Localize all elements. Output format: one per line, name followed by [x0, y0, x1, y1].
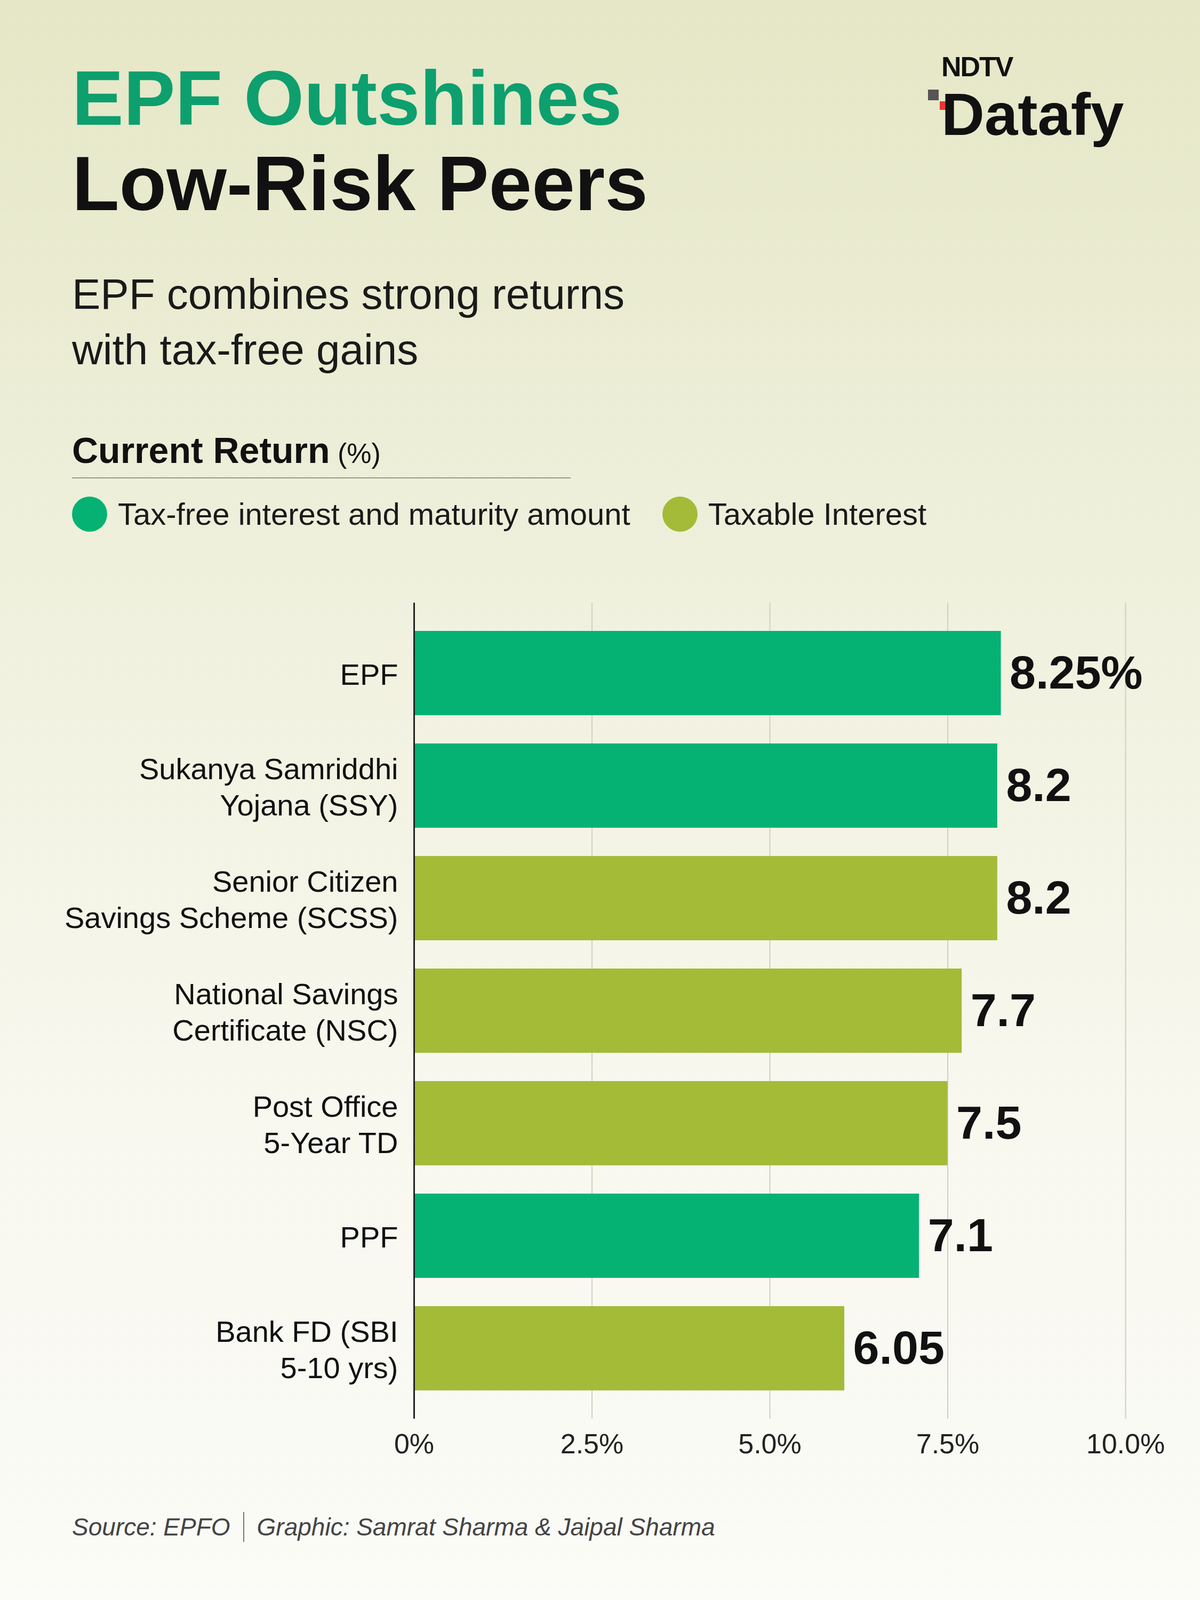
svg-text:Senior CitizenSavings Scheme (: Senior CitizenSavings Scheme (SCSS) — [64, 864, 399, 934]
svg-text:PPF: PPF — [340, 1220, 399, 1254]
html-text:NDTV: NDTV — [941, 51, 1013, 83]
html-text:Source: EPFO: Source: EPFO — [72, 1513, 231, 1541]
svg-text:7.1: 7.1 — [928, 1208, 994, 1262]
svg-text:National SavingsCertificate (N: National SavingsCertificate (NSC) — [172, 977, 398, 1047]
html-text:EPF Outshines: EPF Outshines — [72, 54, 623, 142]
html-text:EPF combines strong returns wi: EPF combines strong returns with tax-fre… — [72, 270, 625, 374]
svg-text:8.2: 8.2 — [1005, 870, 1071, 924]
html-text:Taxable Interest: Taxable Interest — [708, 496, 927, 532]
html-text:Tax-free interest and maturity: Tax-free interest and maturity amount — [117, 496, 631, 532]
svg-text:Sukanya SamriddhiYojana (SSY): Sukanya SamriddhiYojana (SSY) — [139, 752, 399, 822]
svg-text:7.5%: 7.5% — [916, 1428, 980, 1460]
svg-text:Post Office5-Year TD: Post Office5-Year TD — [252, 1089, 399, 1159]
html-text:Low-Risk Peers: Low-Risk Peers — [72, 140, 648, 227]
svg-text:6.05: 6.05 — [853, 1321, 945, 1374]
svg-text:8.25%: 8.25% — [1009, 645, 1143, 699]
html-text:Datafy: Datafy — [941, 81, 1124, 148]
html-text:Current Return(%): Current Return(%) — [72, 429, 381, 471]
svg-text:EPF: EPF — [340, 657, 399, 692]
svg-text:0%: 0% — [394, 1428, 435, 1460]
svg-text:10.0%: 10.0% — [1086, 1428, 1165, 1460]
svg-text:Bank FD (SBI5-10 yrs): Bank FD (SBI5-10 yrs) — [215, 1314, 398, 1384]
html-text:Graphic: Samrat Sharma & Jaipa: Graphic: Samrat Sharma & Jaipal Sharma — [256, 1513, 715, 1541]
svg-text:7.5: 7.5 — [956, 1096, 1022, 1149]
svg-text:2.5%: 2.5% — [560, 1428, 624, 1460]
svg-text:7.7: 7.7 — [970, 983, 1036, 1037]
svg-text:8.2: 8.2 — [1005, 758, 1071, 812]
svg-text:5.0%: 5.0% — [738, 1428, 802, 1460]
